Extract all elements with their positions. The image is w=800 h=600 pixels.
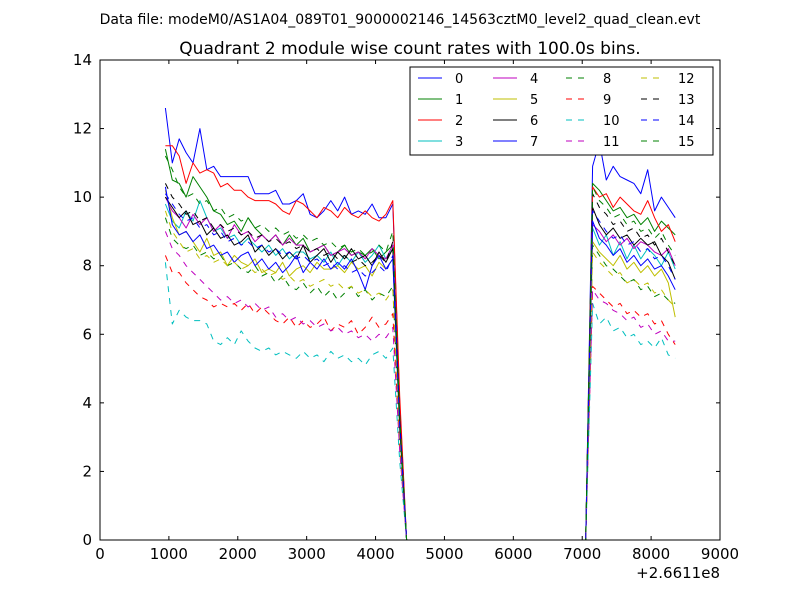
- legend-label-12: 12: [678, 72, 695, 87]
- series-line-15: [164, 155, 676, 541]
- x-tick-label: 2000: [219, 545, 257, 563]
- figure-suptitle: Data file: modeM0/AS1A04_089T01_90000021…: [100, 12, 701, 28]
- x-tick-label: 6000: [494, 545, 532, 563]
- y-tick-label: 12: [73, 120, 92, 138]
- legend-label-6: 6: [530, 114, 538, 129]
- x-axis-offset-label: +2.6611e8: [636, 564, 720, 582]
- x-tick-label: 0: [95, 545, 105, 563]
- legend-label-1: 1: [455, 93, 463, 108]
- legend-frame: [409, 66, 714, 156]
- y-tick-label: 2: [82, 462, 92, 480]
- x-axis: 0 1000 2000 3000 4000 5000 6000 7000 8000 9000: [95, 60, 739, 563]
- legend-label-11: 11: [603, 135, 620, 150]
- legend-label-5: 5: [530, 93, 538, 108]
- x-tick-label: 4000: [356, 545, 394, 563]
- legend-label-13: 13: [678, 93, 695, 108]
- x-tick-label: 8000: [632, 545, 670, 563]
- x-tick-label: 1000: [150, 545, 188, 563]
- y-tick-label: 6: [82, 325, 92, 343]
- legend-label-14: 14: [678, 114, 695, 129]
- y-tick-label: 0: [82, 531, 92, 549]
- series-line-10: [164, 262, 676, 541]
- y-tick-label: 14: [73, 51, 92, 69]
- legend-label-9: 9: [603, 93, 611, 108]
- y-tick-label: 4: [82, 394, 92, 412]
- legend-label-8: 8: [603, 72, 611, 87]
- legend-label-7: 7: [530, 135, 538, 150]
- series-line-13: [164, 183, 676, 541]
- legend-label-0: 0: [455, 72, 463, 87]
- y-tick-label: 10: [73, 188, 92, 206]
- legend-label-4: 4: [530, 72, 538, 87]
- legend-label-3: 3: [455, 135, 463, 150]
- legend-label-10: 10: [603, 114, 620, 129]
- legend-label-2: 2: [455, 114, 463, 129]
- axes-frame: [99, 59, 721, 541]
- x-tick-label: 3000: [288, 545, 326, 563]
- y-tick-label: 8: [82, 257, 92, 275]
- x-tick-label: 7000: [563, 545, 601, 563]
- chart-title: Quadrant 2 module wise count rates with …: [179, 39, 640, 59]
- x-tick-label: 5000: [425, 545, 463, 563]
- legend-label-15: 15: [678, 135, 695, 150]
- x-tick-label: 9000: [701, 545, 739, 563]
